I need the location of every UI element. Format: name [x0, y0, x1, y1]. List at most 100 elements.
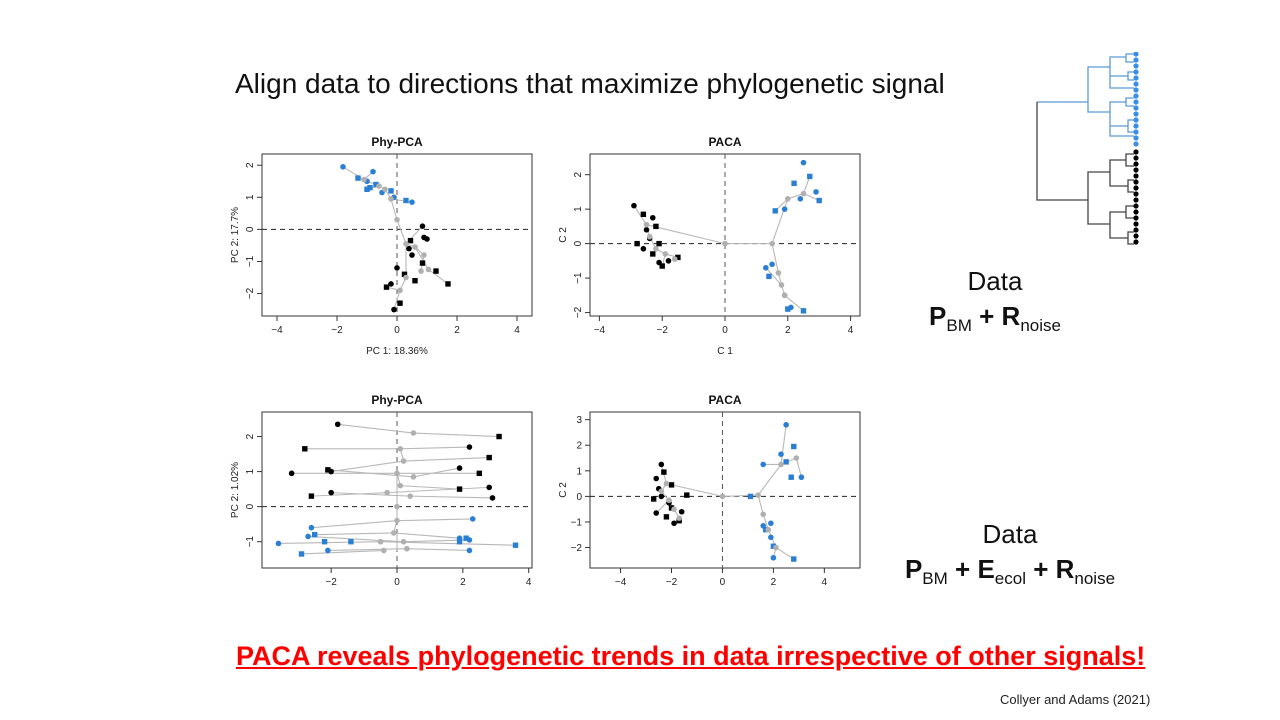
data-point	[425, 266, 432, 273]
term-p-sub: BM	[946, 316, 972, 335]
y-tick-label: −1	[245, 255, 256, 267]
data-point	[662, 251, 669, 257]
y-tick-label: −2	[571, 543, 583, 554]
data-point	[410, 474, 417, 480]
tree-edge	[387, 486, 490, 494]
tree-edge	[646, 224, 726, 245]
data-point	[768, 534, 774, 541]
data-point	[394, 470, 400, 477]
y-tick-label: 0	[576, 492, 582, 503]
x-tick-label: −4	[615, 577, 627, 588]
data-point	[466, 547, 473, 554]
data-point	[658, 488, 665, 495]
data-point	[653, 475, 660, 482]
y-tick-label: 1	[573, 206, 584, 212]
y-tick-label: −1	[573, 272, 584, 284]
x-tick-label: 0	[720, 577, 726, 588]
data-point	[383, 284, 390, 290]
x-tick-label: −2	[666, 577, 678, 588]
data-point	[401, 271, 408, 277]
data-point	[661, 469, 667, 475]
term-r: R	[1001, 301, 1021, 331]
data-point	[355, 175, 361, 181]
data-point	[755, 492, 761, 498]
x-tick-label: 0	[394, 325, 400, 336]
tree-edge	[780, 424, 787, 465]
data-point	[496, 433, 502, 440]
data-point	[663, 514, 670, 520]
data-point	[676, 515, 682, 521]
data-point	[646, 233, 653, 240]
data-point	[397, 300, 403, 306]
data-point	[445, 281, 451, 287]
data-point	[773, 544, 779, 551]
tree-edge	[311, 492, 388, 497]
tree-edge	[396, 518, 473, 522]
tree-edge	[771, 243, 779, 274]
data-point	[325, 467, 331, 473]
data-point	[807, 173, 813, 180]
data-point	[663, 480, 670, 487]
data-point	[770, 543, 777, 549]
x-tick-label: 4	[526, 577, 532, 588]
data-point	[775, 270, 782, 276]
data-point	[640, 245, 647, 252]
y-tick-label: 3	[576, 415, 582, 426]
data-point	[512, 542, 519, 548]
phylogeny-tree-icon	[1036, 52, 1139, 245]
chart-title: PACA	[708, 393, 741, 407]
term-p: P	[929, 301, 947, 331]
x-axis-label: C 1	[717, 346, 733, 357]
y-tick-label: −1	[571, 517, 583, 528]
data-point	[400, 458, 407, 464]
data-point	[768, 520, 774, 527]
tree-edge	[795, 457, 802, 478]
data-point	[466, 444, 473, 450]
x-tick-label: −4	[271, 325, 283, 336]
data-point	[376, 183, 382, 189]
tree-edge	[784, 294, 804, 312]
tree-edge	[301, 549, 384, 555]
y-tick-label: 0	[573, 240, 584, 246]
data-point	[424, 236, 430, 242]
tree-edge	[390, 198, 398, 220]
data-point	[407, 237, 414, 244]
data-point	[765, 526, 772, 533]
data-point	[391, 306, 397, 313]
y-tick-label: −2	[245, 287, 256, 299]
data-point	[649, 214, 656, 221]
tree-edge	[380, 541, 516, 546]
tree-edge	[765, 267, 782, 286]
data-point	[404, 545, 410, 552]
y-axis-label: C 2	[558, 227, 569, 243]
data-point	[377, 538, 384, 545]
data-point	[456, 539, 463, 545]
data-point	[650, 251, 656, 257]
data-point	[373, 181, 379, 188]
data-point	[783, 459, 789, 465]
x-tick-label: 0	[394, 577, 400, 588]
data-point	[469, 516, 476, 522]
data-point	[747, 493, 754, 500]
tree-edge	[308, 535, 404, 543]
data-point	[769, 261, 775, 268]
data-point	[778, 461, 784, 468]
data-point	[403, 241, 409, 247]
data-point	[798, 474, 805, 481]
tree-edge	[331, 460, 404, 473]
chart-svg: PACA −4 −2 0 2 4 −2 −1 0 1 2 C 1 C 2	[558, 135, 861, 357]
data-point	[643, 221, 650, 228]
data-point	[800, 190, 807, 197]
formula-top: PBM + Rnoise	[905, 301, 1085, 336]
data-point	[394, 517, 400, 524]
tree-edge	[406, 548, 470, 552]
x-tick-label: 4	[514, 325, 520, 336]
data-point	[397, 287, 403, 294]
data-point	[791, 556, 797, 562]
y-axis-label: C 2	[558, 482, 569, 498]
formula-bottom: PBM + Eecol + Rnoise	[880, 554, 1140, 589]
data-point	[658, 493, 665, 500]
data-point	[675, 254, 681, 261]
data-point	[640, 211, 647, 218]
chart-svg: Phy-PCA −2 0 2 4 −1 0 1 2 PC 2: 1.02%	[230, 393, 533, 588]
